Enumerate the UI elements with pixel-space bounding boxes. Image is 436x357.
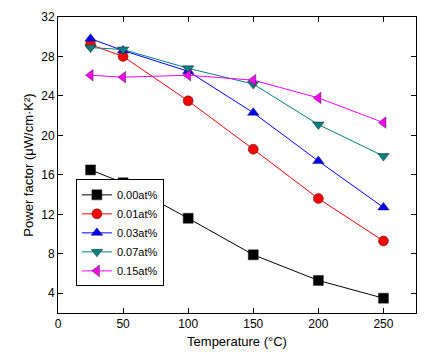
- svg-text:150: 150: [243, 317, 263, 331]
- svg-text:0.01at%: 0.01at%: [117, 208, 158, 220]
- svg-text:16: 16: [41, 168, 55, 182]
- svg-text:0.07at%: 0.07at%: [117, 246, 158, 258]
- svg-text:24: 24: [41, 89, 55, 103]
- svg-text:0.15at%: 0.15at%: [117, 265, 158, 277]
- svg-text:100: 100: [178, 317, 198, 331]
- svg-text:20: 20: [41, 129, 55, 143]
- svg-text:200: 200: [308, 317, 328, 331]
- svg-text:Temperature (°C): Temperature (°C): [187, 334, 287, 349]
- svg-text:32: 32: [41, 10, 55, 24]
- svg-text:0.00at%: 0.00at%: [117, 189, 158, 201]
- svg-text:28: 28: [41, 50, 55, 64]
- svg-text:0: 0: [55, 317, 62, 331]
- svg-text:12: 12: [41, 208, 55, 222]
- svg-text:250: 250: [373, 317, 393, 331]
- svg-text:4: 4: [48, 286, 55, 300]
- svg-text:Power factor (μW/cm·K²): Power factor (μW/cm·K²): [21, 93, 36, 236]
- svg-text:50: 50: [116, 317, 130, 331]
- svg-text:0.03at%: 0.03at%: [117, 227, 158, 239]
- svg-text:8: 8: [48, 247, 55, 261]
